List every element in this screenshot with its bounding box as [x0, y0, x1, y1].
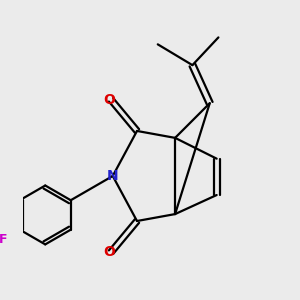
Text: F: F: [0, 233, 8, 246]
Text: O: O: [103, 93, 115, 107]
Text: O: O: [103, 245, 115, 259]
Text: N: N: [107, 169, 118, 183]
